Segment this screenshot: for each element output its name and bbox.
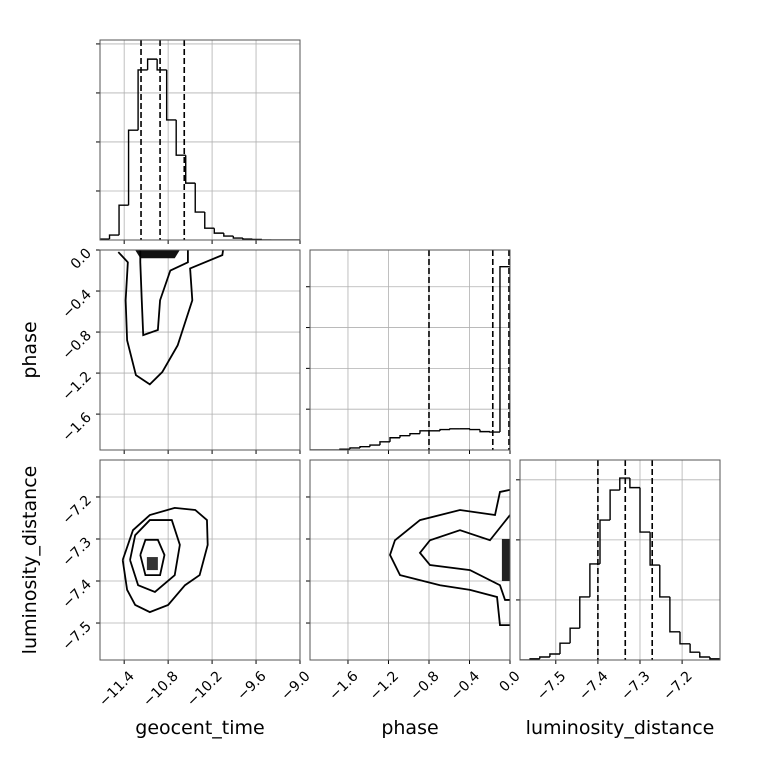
contour-line: [121, 506, 209, 614]
hist-step: [118, 204, 129, 236]
hist-step: [223, 233, 234, 237]
hist-step: [175, 119, 186, 156]
hist-step: [579, 596, 590, 629]
panel-frame: [99, 459, 301, 661]
panel: 0.0 −0.4 −0.8 −1.2 −1.6 phase: [19, 246, 301, 454]
hist-step: [539, 656, 550, 659]
hist-step: [559, 642, 571, 654]
x-tick-label: −1.6: [326, 668, 361, 703]
y-tick-label: −7.5: [59, 619, 94, 654]
density-core: [135, 250, 180, 259]
hist-step: [659, 565, 670, 598]
hist-step: [165, 69, 177, 121]
hist-step: [669, 596, 680, 633]
x-tick-label: −7.3: [618, 668, 653, 703]
contour-line: [139, 538, 166, 577]
density-core: [146, 557, 158, 571]
hist-step: [639, 487, 651, 533]
x-tick-label: −0.8: [407, 668, 442, 703]
y-axis-label: phase: [19, 321, 41, 378]
hist-step: [699, 652, 710, 658]
x-tick-label: −7.5: [534, 668, 569, 703]
hist-step: [569, 627, 580, 644]
hist-step: [379, 441, 390, 446]
contour-line: [129, 519, 181, 593]
hist-step: [549, 653, 560, 657]
y-tick-label: −7.3: [59, 535, 94, 570]
hist-step: [349, 447, 361, 450]
hist-step: [194, 183, 205, 213]
hist-step: [359, 446, 370, 448]
x-tick-label: −7.4: [576, 668, 611, 703]
hist-step: [419, 430, 430, 434]
hist-step: [689, 643, 700, 653]
y-tick-label: −1.2: [59, 369, 94, 404]
hist-step: [629, 478, 640, 489]
hist-step: [619, 477, 630, 491]
hist-step: [709, 656, 720, 660]
hist-step: [204, 212, 215, 229]
x-tick-label: −7.2: [660, 668, 695, 703]
hist-step: [156, 59, 167, 71]
panel: −11.4 −10.8 −10.2 −9.6 −9.0 −7.2 −7.3 −7.4 −7.5 g…: [19, 459, 314, 739]
panel-frame: [309, 249, 511, 451]
panel: [96, 39, 301, 244]
hist-step: [399, 435, 410, 438]
x-axis-label: phase: [381, 717, 438, 739]
panel: −1.6 −1.2 −0.8 −0.4 0.0 phase: [306, 459, 524, 739]
hist-step: [609, 489, 620, 521]
hist-step: [242, 238, 253, 240]
hist-step: [449, 428, 460, 430]
x-tick-label: 0.0: [497, 668, 524, 695]
hist-step: [146, 58, 158, 70]
hist-step: [137, 69, 148, 131]
y-tick-label: 0.0: [68, 246, 95, 273]
panel-frame: [99, 249, 301, 451]
hist-step: [108, 234, 120, 240]
hist-step: [232, 236, 243, 239]
hist-step: [479, 429, 490, 433]
x-tick-label: −10.8: [140, 668, 182, 710]
hist-step: [439, 428, 450, 431]
x-tick-label: −0.4: [448, 668, 483, 703]
panel-frame: [99, 39, 301, 241]
hist-step: [469, 428, 481, 431]
x-tick-label: −1.2: [367, 668, 402, 703]
hist-step: [649, 532, 660, 566]
density-core: [501, 538, 510, 582]
y-tick-label: −1.6: [59, 410, 94, 445]
contour-line: [117, 250, 224, 386]
y-tick-label: −0.8: [59, 328, 94, 363]
hist-step: [213, 228, 224, 234]
x-tick-label: −11.4: [96, 668, 138, 710]
panel: [306, 249, 511, 454]
panel: −7.5 −7.4 −7.3 −7.2 luminosity_distance: [516, 459, 721, 739]
hist-step: [185, 155, 196, 184]
y-tick-label: −7.4: [59, 576, 94, 611]
x-tick-label: −9.0: [278, 668, 313, 703]
y-tick-label: −7.2: [59, 492, 94, 527]
x-tick-label: −9.6: [234, 668, 269, 703]
contour-line: [418, 514, 510, 601]
hist-step: [127, 129, 139, 206]
panel-frame: [519, 459, 721, 661]
hist-step: [599, 519, 611, 564]
y-axis-label: luminosity_distance: [19, 466, 41, 655]
hist-step: [389, 437, 401, 442]
hist-step: [679, 631, 691, 645]
contour-line: [139, 250, 189, 337]
hist-step: [369, 444, 380, 447]
contour-line: [389, 488, 510, 627]
hist-step: [409, 432, 420, 436]
x-axis-label: geocent_time: [135, 717, 264, 739]
y-tick-label: −0.4: [59, 286, 94, 321]
x-tick-label: −10.2: [184, 668, 226, 710]
x-axis-label: luminosity_distance: [526, 717, 715, 739]
hist-step: [499, 266, 510, 450]
hist-step: [100, 238, 110, 240]
hist-step: [589, 563, 600, 597]
panel-frame: [309, 459, 511, 661]
